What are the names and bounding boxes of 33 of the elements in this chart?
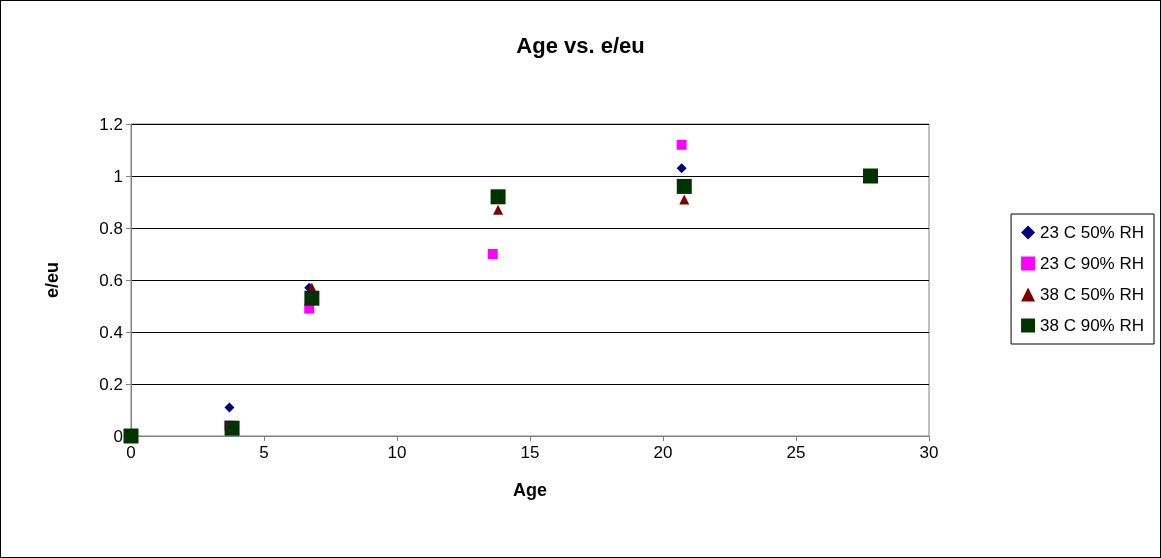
x-axis-title: Age xyxy=(512,480,548,500)
legend-label: 38 C 90% RH xyxy=(1040,316,1144,335)
x-tick-label: 10 xyxy=(387,443,407,462)
point xyxy=(676,139,687,150)
legend-label: 23 C 50% RH xyxy=(1040,223,1144,242)
y-tick-label: 1.2 xyxy=(99,114,123,134)
point xyxy=(490,189,506,205)
x-tick-label: 15 xyxy=(520,443,540,462)
y-tick-label: 0.6 xyxy=(99,270,123,290)
x-tick-label: 25 xyxy=(786,443,806,462)
point xyxy=(493,204,504,215)
y-tick-label: 0.4 xyxy=(99,322,123,342)
point xyxy=(487,249,498,259)
y-tick-label: 0.8 xyxy=(99,218,123,238)
y-tick-label: 1 xyxy=(113,166,123,186)
x-tick-label: 0 xyxy=(126,443,136,462)
point xyxy=(679,194,690,205)
point xyxy=(304,290,320,306)
legend-label: 23 C 90% RH xyxy=(1040,254,1144,273)
y-axis-title: e/eu xyxy=(42,261,62,299)
chart-title: Age vs. e/eu xyxy=(516,32,645,58)
x-tick-label: 20 xyxy=(653,443,673,462)
point xyxy=(676,163,687,174)
point xyxy=(224,402,235,413)
y-tick-label: 0.2 xyxy=(99,374,123,394)
x-tick-label: 30 xyxy=(919,443,939,462)
point xyxy=(862,168,878,184)
point xyxy=(224,420,240,436)
y-tick-label: 0 xyxy=(113,426,123,446)
point xyxy=(676,178,692,194)
point xyxy=(123,428,139,444)
legend-label: 38 C 50% RH xyxy=(1040,285,1144,304)
x-tick-label: 5 xyxy=(259,443,269,462)
